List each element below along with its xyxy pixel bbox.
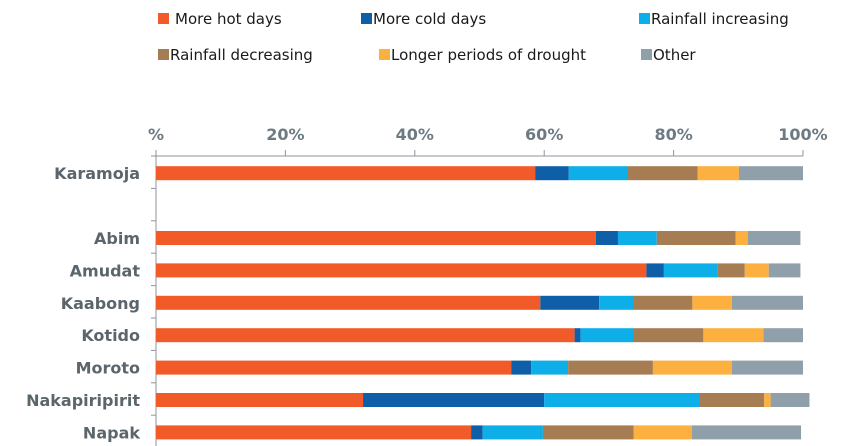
bar-segment-rainfall-decreasing — [699, 393, 765, 407]
bar-segment-rainfall-decreasing — [542, 425, 634, 440]
bar-group — [156, 166, 803, 181]
legend: More hot days More cold days Rainfall incr… — [158, 10, 789, 64]
bar-segment-longer-periods-of-drought — [697, 166, 739, 181]
bar-segment-rainfall-decreasing — [627, 166, 698, 181]
x-axis: % 20% 40% 60% 80% 100% — [148, 125, 828, 157]
bar-group — [156, 328, 803, 343]
bars — [156, 166, 810, 440]
x-tick-label: 40% — [396, 125, 434, 144]
bar-segment-other — [763, 328, 803, 343]
x-tick-label: 60% — [525, 125, 563, 144]
bar-segment-rainfall-increasing — [568, 166, 628, 181]
x-tick-label: 100% — [778, 125, 827, 144]
bar-segment-rainfall-increasing — [482, 425, 543, 440]
bar-segment-longer-periods-of-drought — [652, 360, 732, 375]
bar-segment-longer-periods-of-drought — [692, 295, 732, 310]
bar-segment-rainfall-decreasing — [656, 231, 736, 245]
bar-segment-more-cold-days — [363, 393, 545, 407]
bar-segment-rainfall-increasing — [531, 360, 569, 375]
bar-segment-more-hot-days — [156, 328, 575, 343]
legend-swatch — [641, 49, 652, 60]
bar-segment-more-hot-days — [156, 166, 536, 181]
legend-label: Rainfall decreasing — [170, 46, 313, 64]
bar-segment-more-cold-days — [540, 295, 600, 310]
category-label: Nakapiripirit — [26, 391, 140, 410]
legend-item-other: Other — [641, 46, 696, 64]
category-label: Karamoja — [54, 164, 140, 183]
bar-segment-more-hot-days — [156, 393, 364, 407]
bar-group — [156, 360, 803, 375]
x-tick-label: % — [148, 125, 164, 144]
bar-segment-more-cold-days — [511, 360, 532, 375]
category-label: Amudat — [70, 261, 141, 280]
y-axis: Karamoja Abim Amudat Kaabong Kotido Moroto Nak… — [26, 155, 157, 446]
bar-segment-longer-periods-of-drought — [735, 231, 749, 245]
legend-item-more-cold-days: More cold days — [361, 10, 486, 28]
legend-label: Other — [653, 46, 696, 64]
category-label: Kotido — [81, 326, 140, 345]
bar-group — [156, 393, 810, 407]
bar-segment-rainfall-increasing — [580, 328, 634, 343]
bar-segment-rainfall-increasing — [663, 263, 718, 278]
bar-segment-more-hot-days — [156, 263, 647, 278]
bar-segment-other — [770, 393, 810, 407]
category-label: Kaabong — [61, 294, 140, 313]
bar-segment-longer-periods-of-drought — [764, 393, 771, 407]
legend-swatch — [158, 13, 169, 24]
bar-segment-rainfall-decreasing — [717, 263, 745, 278]
bar-segment-other — [691, 425, 802, 440]
legend-label: More cold days — [373, 10, 486, 28]
bar-segment-longer-periods-of-drought — [744, 263, 769, 278]
bar-segment-longer-periods-of-drought — [703, 328, 764, 343]
legend-swatch — [158, 49, 169, 60]
legend-label: More hot days — [175, 10, 282, 28]
category-label: Moroto — [76, 359, 140, 378]
legend-label: Rainfall increasing — [651, 10, 789, 28]
legend-swatch — [361, 13, 372, 24]
legend-swatch — [639, 13, 650, 24]
bar-segment-more-cold-days — [574, 328, 581, 343]
bar-group — [156, 231, 801, 245]
x-tick-label: 80% — [654, 125, 692, 144]
legend-item-rainfall-decreasing: Rainfall decreasing — [158, 46, 313, 64]
bar-segment-other — [738, 166, 803, 181]
bar-segment-more-hot-days — [156, 425, 472, 440]
bar-segment-more-cold-days — [471, 425, 483, 440]
bar-group — [156, 295, 803, 310]
bar-segment-rainfall-decreasing — [633, 295, 693, 310]
legend-item-rainfall-increasing: Rainfall increasing — [639, 10, 789, 28]
legend-swatch — [379, 49, 390, 60]
bar-group — [156, 263, 801, 278]
bar-segment-more-cold-days — [646, 263, 664, 278]
bar-segment-other — [768, 263, 801, 278]
bar-segment-rainfall-increasing — [599, 295, 634, 310]
bar-segment-rainfall-decreasing — [568, 360, 653, 375]
bar-segment-rainfall-increasing — [544, 393, 700, 407]
category-label: Napak — [83, 423, 140, 442]
bar-group — [156, 425, 802, 440]
bar-segment-other — [731, 360, 803, 375]
bar-segment-more-cold-days — [595, 231, 618, 245]
legend-item-longer-periods-of-drought: Longer periods of drought — [379, 46, 586, 64]
bar-segment-rainfall-decreasing — [633, 328, 704, 343]
bar-segment-rainfall-increasing — [617, 231, 657, 245]
bar-segment-more-cold-days — [535, 166, 569, 181]
bar-segment-more-hot-days — [156, 231, 596, 245]
bar-segment-other — [731, 295, 803, 310]
legend-item-more-hot-days: More hot days — [158, 10, 282, 28]
category-label: Abim — [94, 229, 140, 248]
bar-segment-other — [748, 231, 801, 245]
bar-segment-longer-periods-of-drought — [633, 425, 692, 440]
x-tick-label: 20% — [266, 125, 304, 144]
legend-label: Longer periods of drought — [391, 46, 586, 64]
bar-segment-more-hot-days — [156, 360, 512, 375]
bar-segment-more-hot-days — [156, 295, 541, 310]
